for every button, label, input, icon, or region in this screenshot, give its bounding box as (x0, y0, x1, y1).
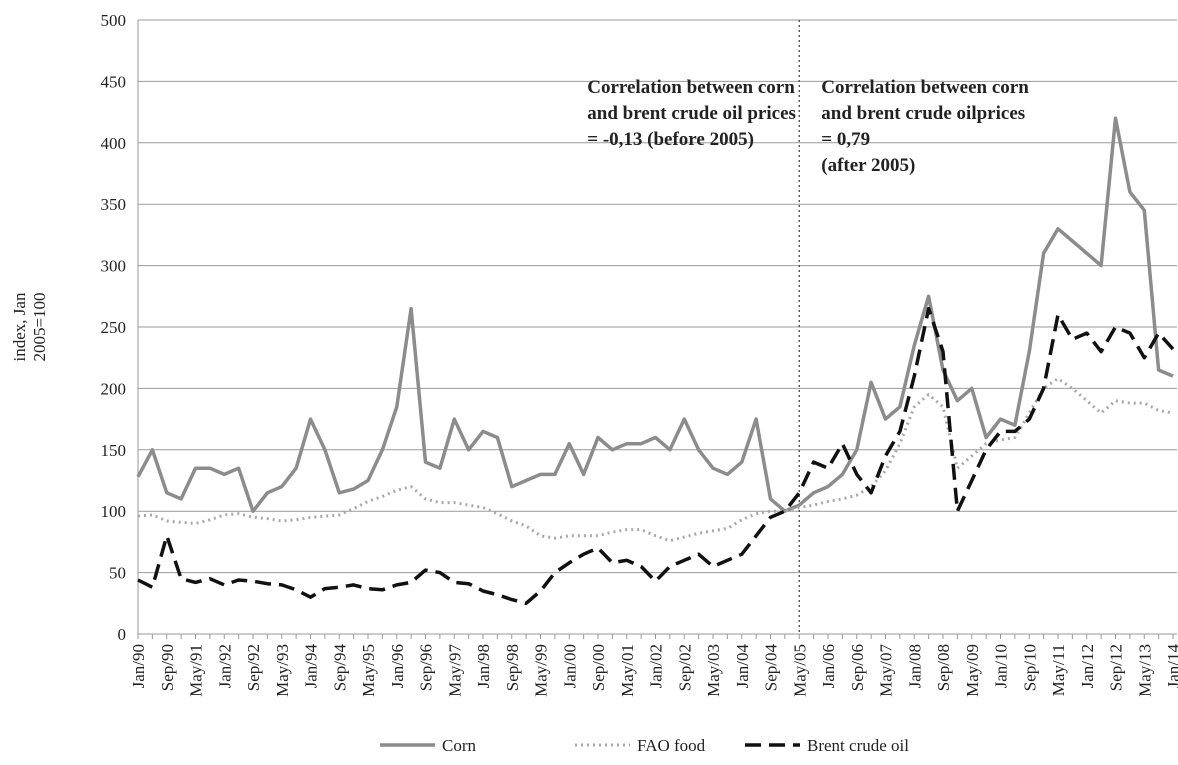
x-tick-label: Sep/12 (1107, 644, 1126, 691)
x-tick-label: Jan/02 (647, 644, 666, 688)
y-tick-label: 0 (118, 625, 127, 644)
annotation: Correlation between corn (821, 77, 1029, 98)
legend-label: FAO food (637, 736, 706, 755)
y-tick-label: 50 (109, 564, 126, 583)
y-tick-label: 200 (101, 379, 127, 398)
y-tick-label: 350 (101, 195, 127, 214)
x-tick-label: Jan/12 (1078, 644, 1097, 688)
x-tick-label: May/03 (704, 644, 723, 697)
x-tick-label: Sep/92 (244, 644, 263, 691)
annotation: Correlation between corn (587, 77, 795, 98)
x-tick-label: Sep/02 (675, 644, 694, 691)
y-tick-label: 100 (101, 502, 127, 521)
series-line (136, 116, 1174, 513)
series-line (137, 306, 1175, 606)
x-tick-label: May/13 (1135, 644, 1154, 697)
x-tick-label: Jan/08 (905, 644, 924, 688)
x-tick-label: Jan/94 (302, 644, 321, 689)
y-tick-label: 300 (101, 257, 127, 276)
x-tick-label: May/93 (273, 644, 292, 697)
x-tick-label: Jan/96 (388, 644, 407, 688)
x-tick-label: May/99 (532, 644, 551, 697)
y-tick-label: 250 (101, 318, 127, 337)
x-tick-label: Jan/90 (129, 644, 148, 688)
annotation: and brent crude oil prices (587, 103, 796, 124)
x-tick-label: Jan/14 (1164, 644, 1178, 689)
x-tick-label: Jan/06 (819, 644, 838, 688)
x-tick-label: May/95 (359, 644, 378, 697)
y-tick-label: 150 (101, 441, 127, 460)
annotation: = -0,13 (before 2005) (587, 129, 754, 150)
x-tick-label: Jan/10 (992, 644, 1011, 688)
x-tick-label: Sep/98 (503, 644, 522, 691)
y-axis-label: 2005=100 (30, 292, 49, 361)
x-tick-label: Sep/08 (934, 644, 953, 691)
series-line (137, 377, 1174, 543)
legend-label: Corn (442, 736, 477, 755)
annotation: = 0,79 (821, 129, 870, 150)
x-tick-label: Sep/00 (589, 644, 608, 691)
y-tick-label: 450 (101, 72, 127, 91)
x-tick-label: May/01 (618, 644, 637, 697)
x-tick-label: Jan/98 (474, 644, 493, 688)
x-tick-label: Sep/94 (330, 644, 349, 692)
x-tick-label: Sep/04 (762, 644, 781, 692)
legend-label: Brent crude oil (807, 736, 909, 755)
y-tick-label: 500 (101, 11, 127, 30)
x-tick-label: May/97 (445, 644, 464, 697)
x-tick-label: Jan/00 (560, 644, 579, 688)
annotation: and brent crude oilprices (821, 103, 1025, 124)
x-tick-label: May/09 (963, 644, 982, 697)
x-tick-label: Jan/04 (733, 644, 752, 689)
x-tick-label: May/05 (790, 644, 809, 697)
x-tick-label: May/11 (1049, 644, 1068, 696)
x-tick-label: May/91 (187, 644, 206, 697)
annotation: (after 2005) (821, 155, 915, 176)
x-tick-label: Sep/90 (158, 644, 177, 691)
y-tick-label: 400 (101, 134, 127, 153)
y-axis-label: index, Jan (10, 292, 29, 361)
x-tick-label: Jan/92 (215, 644, 234, 688)
x-tick-label: May/07 (877, 644, 896, 697)
x-tick-label: Sep/06 (848, 644, 867, 691)
x-tick-label: Sep/10 (1020, 644, 1039, 691)
x-tick-label: Sep/96 (417, 644, 436, 691)
